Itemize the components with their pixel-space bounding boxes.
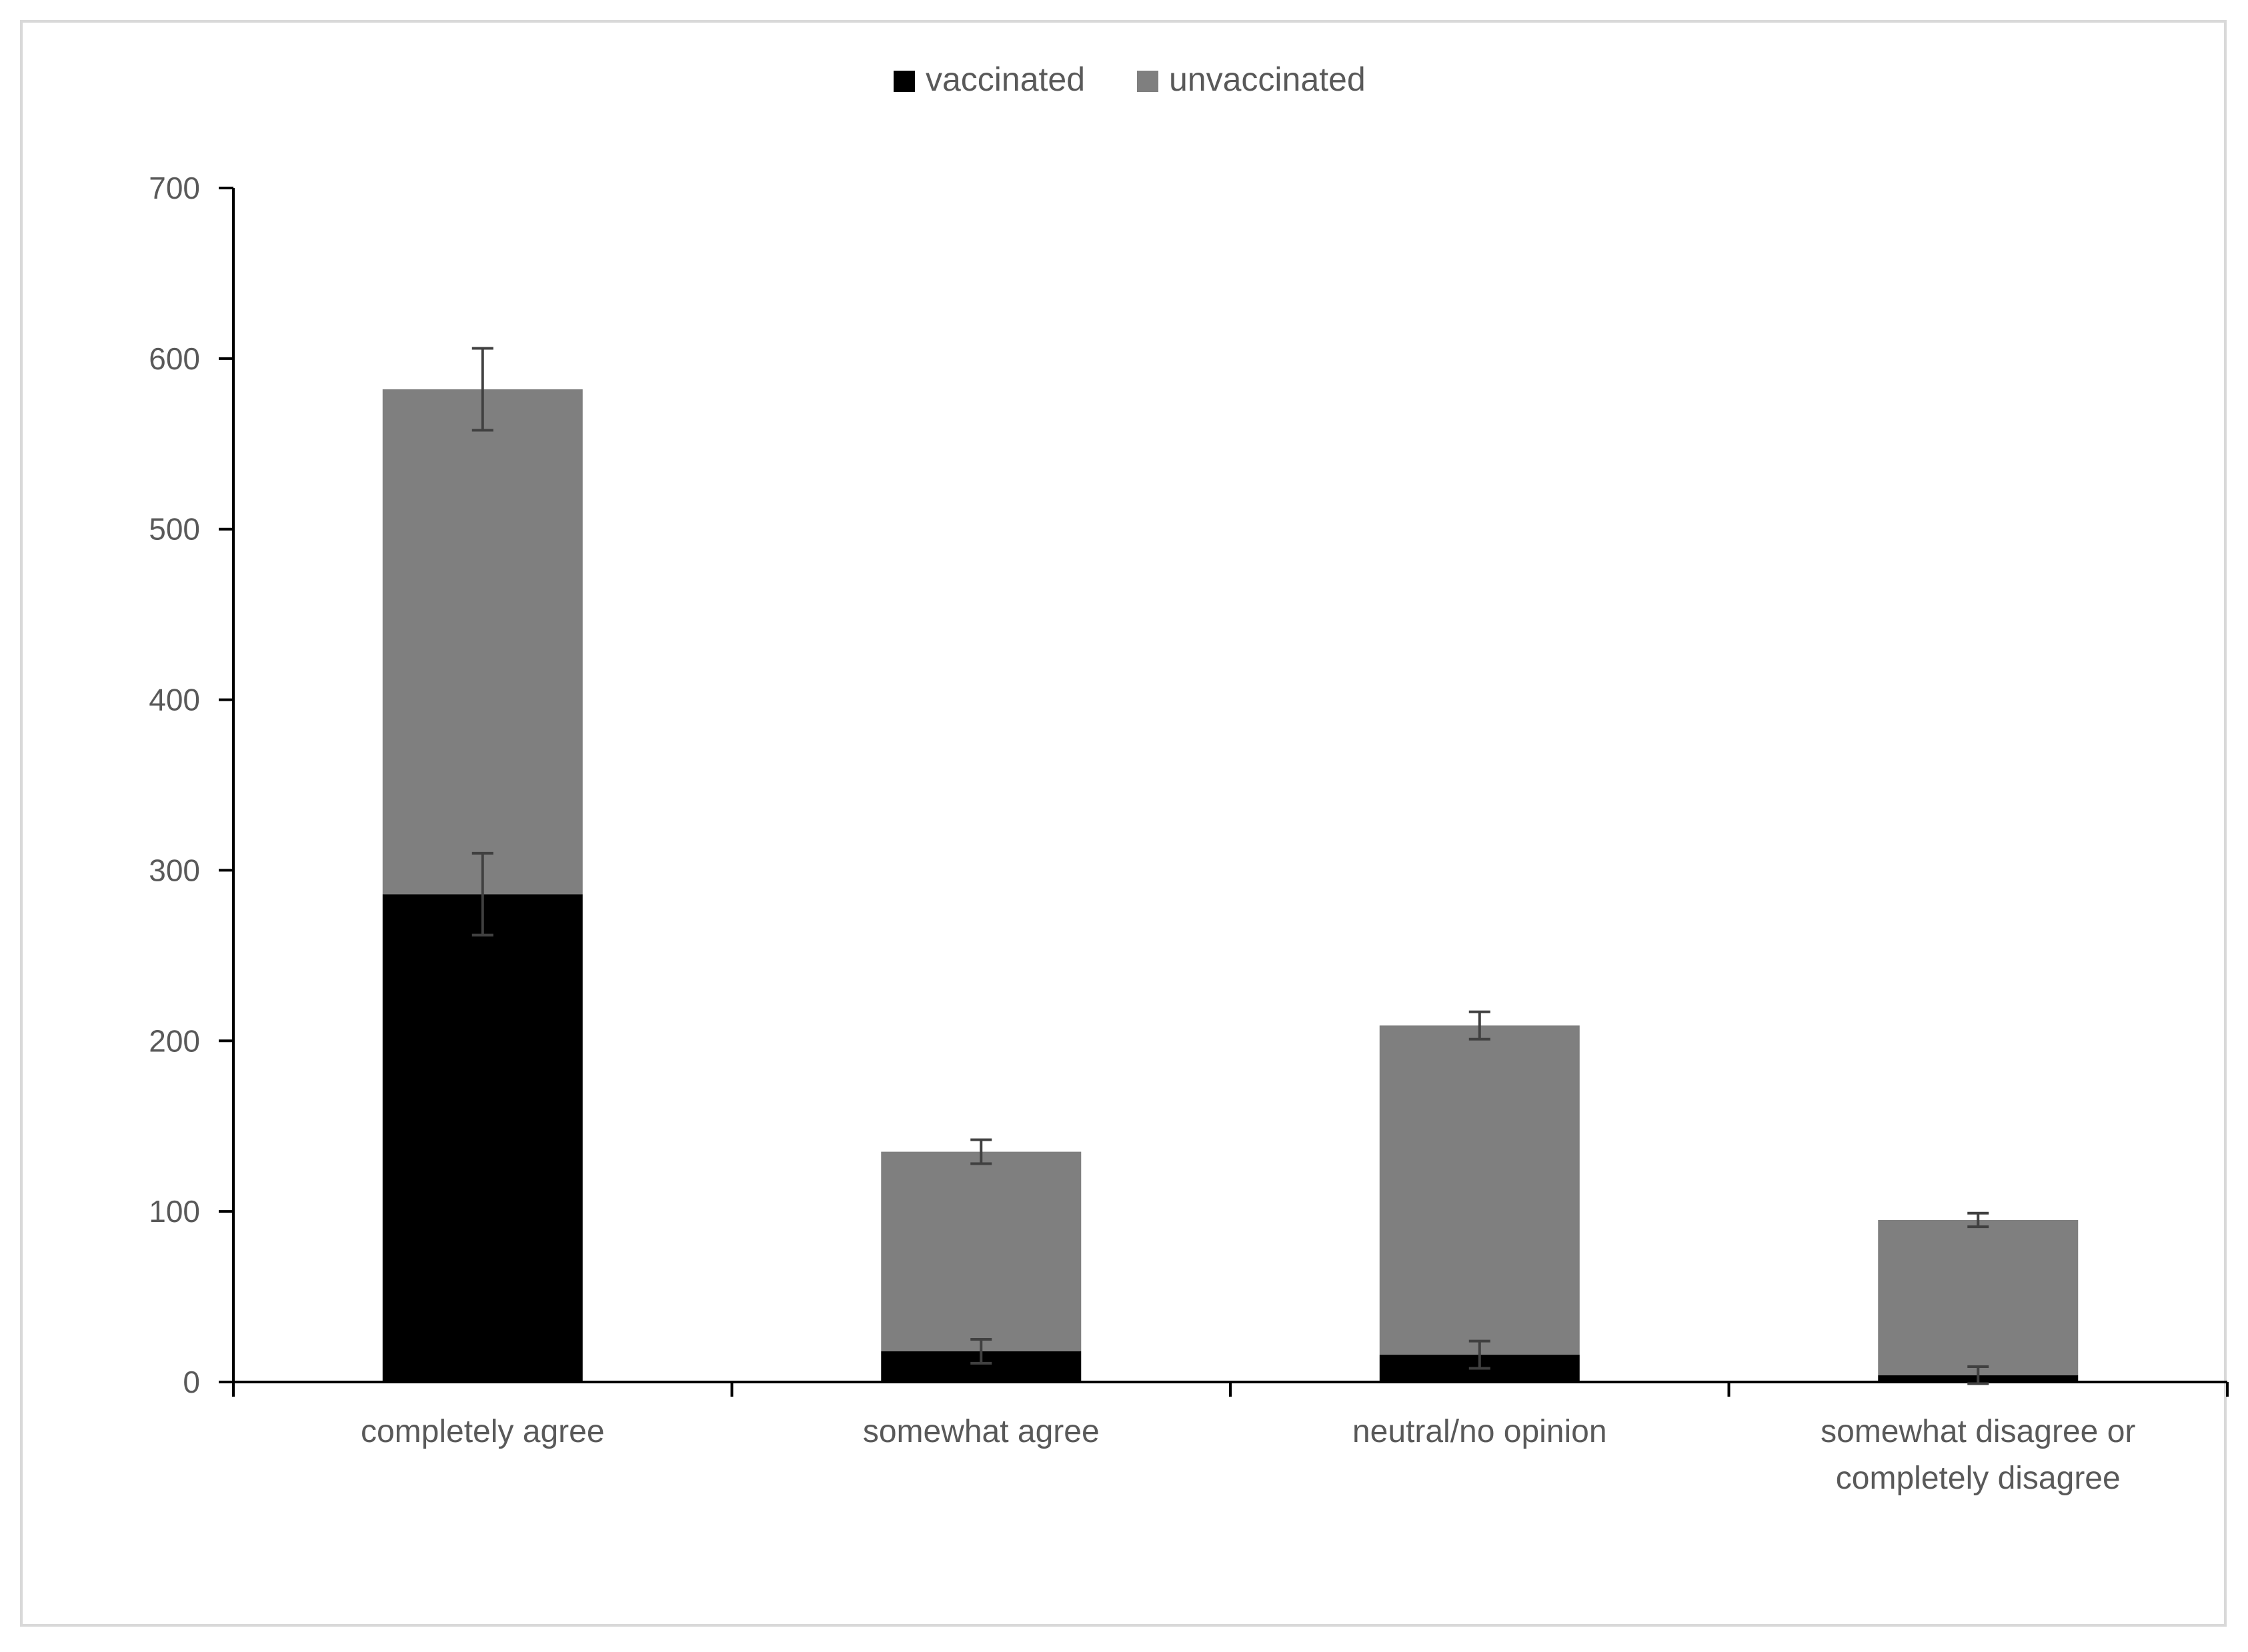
legend-label-vaccinated: vaccinated bbox=[926, 61, 1085, 98]
y-tick-label: 400 bbox=[149, 683, 200, 717]
x-category-label: completely agree bbox=[361, 1414, 605, 1449]
y-tick-label: 500 bbox=[149, 512, 200, 547]
legend-swatch-vaccinated bbox=[894, 71, 915, 92]
y-tick-label: 700 bbox=[149, 171, 200, 205]
legend-label-unvaccinated: unvaccinated bbox=[1169, 61, 1366, 98]
x-category-label: somewhat agree bbox=[863, 1414, 1100, 1449]
x-category-label-line: completely agree bbox=[361, 1414, 605, 1449]
bar-unvaccinated bbox=[1878, 1219, 2079, 1375]
y-tick-label: 600 bbox=[149, 341, 200, 376]
x-category-label: neutral/no opinion bbox=[1352, 1414, 1607, 1449]
y-tick-label: 100 bbox=[149, 1194, 200, 1229]
bar-vaccinated bbox=[382, 894, 583, 1382]
y-tick-label: 300 bbox=[149, 853, 200, 887]
bar-unvaccinated bbox=[382, 389, 583, 895]
bars bbox=[382, 389, 2079, 1382]
x-axis: completely agree somewhat agree neutral/no… bbox=[232, 1381, 2229, 1496]
error-bars bbox=[471, 347, 1989, 1385]
y-tick-label: 0 bbox=[183, 1365, 200, 1399]
y-axis: 0 100 200 300 400 500 600 700 bbox=[149, 171, 235, 1399]
x-category-label-line: completely disagree bbox=[1836, 1461, 2121, 1496]
bar-unvaccinated bbox=[1379, 1025, 1580, 1355]
x-category-label-line: somewhat agree bbox=[863, 1414, 1100, 1449]
legend-swatch-unvaccinated bbox=[1137, 71, 1158, 92]
x-category-label: somewhat disagree or completely disagree bbox=[1821, 1414, 2135, 1496]
y-tick-label: 200 bbox=[149, 1023, 200, 1058]
x-category-label-line: neutral/no opinion bbox=[1352, 1414, 1607, 1449]
bar-unvaccinated bbox=[881, 1151, 1082, 1351]
legend: vaccinated unvaccinated bbox=[894, 61, 1366, 98]
x-category-label-line: somewhat disagree or bbox=[1821, 1414, 2135, 1449]
